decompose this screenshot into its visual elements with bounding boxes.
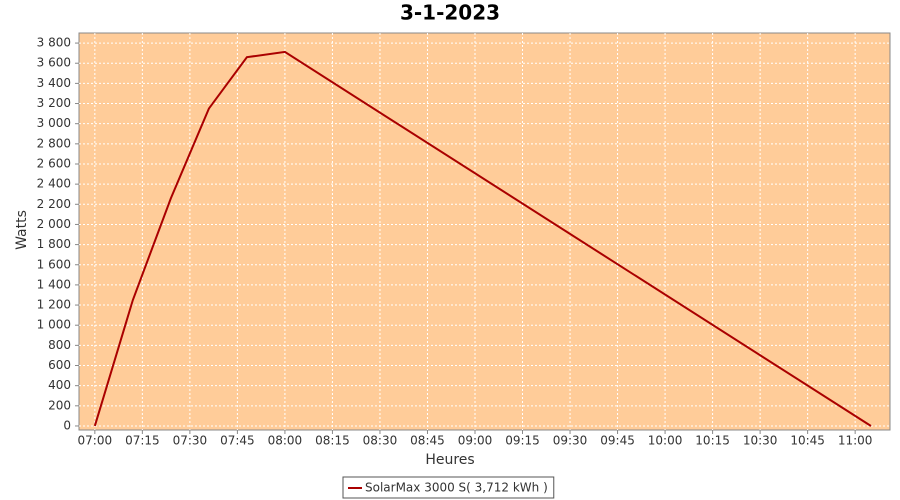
y-tick-label: 2 600 <box>37 156 71 170</box>
x-tick-label: 09:15 <box>505 434 540 448</box>
x-tick-label: 08:15 <box>315 434 350 448</box>
legend-label: SolarMax 3000 S( 3,712 kWh ) <box>365 481 548 495</box>
y-tick-label: 2 800 <box>37 136 71 150</box>
x-tick-label: 10:00 <box>648 434 683 448</box>
x-tick-label: 07:15 <box>125 434 160 448</box>
chart-title: 3-1-2023 <box>400 1 500 25</box>
legend-box <box>342 476 555 499</box>
x-tick-label: 08:00 <box>268 434 303 448</box>
y-tick-label: 600 <box>48 358 71 372</box>
y-tick-label: 1 000 <box>37 318 71 332</box>
y-tick-label: 2 200 <box>37 197 71 211</box>
x-tick-label: 09:30 <box>553 434 588 448</box>
y-tick-label: 2 000 <box>37 217 71 231</box>
y-tick-label: 3 200 <box>37 96 71 110</box>
x-tick-label: 07:45 <box>220 434 255 448</box>
x-tick-label: 09:45 <box>600 434 635 448</box>
y-tick-label: 1 400 <box>37 277 71 291</box>
x-axis-label: Heures <box>425 452 474 468</box>
y-tick-label: 400 <box>48 378 71 392</box>
x-tick-label: 07:00 <box>78 434 113 448</box>
y-tick-label: 1 800 <box>37 237 71 251</box>
x-tick-label: 08:30 <box>363 434 398 448</box>
y-tick-label: 1 200 <box>37 298 71 312</box>
y-tick-label: 800 <box>48 338 71 352</box>
x-tick-label: 09:00 <box>458 434 493 448</box>
x-tick-label: 11:00 <box>838 434 873 448</box>
y-tick-label: 3 400 <box>37 76 71 90</box>
data-line <box>93 50 872 427</box>
y-tick-label: 3 800 <box>37 36 71 50</box>
y-tick-label: 3 000 <box>37 116 71 130</box>
x-tick-label: 08:45 <box>410 434 445 448</box>
y-tick-label: 1 600 <box>37 257 71 271</box>
plot-area <box>78 32 891 431</box>
x-tick-label: 07:30 <box>173 434 208 448</box>
y-tick-label: 0 <box>63 418 71 432</box>
y-tick-label: 200 <box>48 398 71 412</box>
x-tick-label: 10:15 <box>695 434 730 448</box>
y-axis-label: Watts <box>14 210 30 250</box>
legend: SolarMax 3000 S( 3,712 kWh ) <box>342 476 555 499</box>
y-tick-label: 2 400 <box>37 177 71 191</box>
y-tick-label: 3 600 <box>37 56 71 70</box>
x-tick-label: 10:45 <box>790 434 825 448</box>
x-tick-label: 10:30 <box>743 434 778 448</box>
